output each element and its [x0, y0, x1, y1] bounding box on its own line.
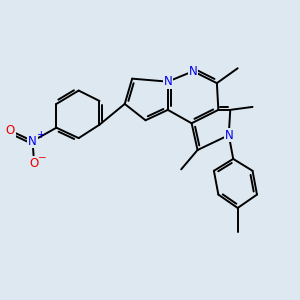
Text: −: − [38, 153, 47, 163]
Text: N: N [164, 75, 172, 88]
Text: O: O [6, 124, 15, 137]
Text: N: N [28, 135, 37, 148]
Text: N: N [224, 129, 233, 142]
Text: O: O [29, 157, 39, 170]
Text: +: + [37, 130, 45, 140]
Text: N: N [189, 65, 197, 78]
